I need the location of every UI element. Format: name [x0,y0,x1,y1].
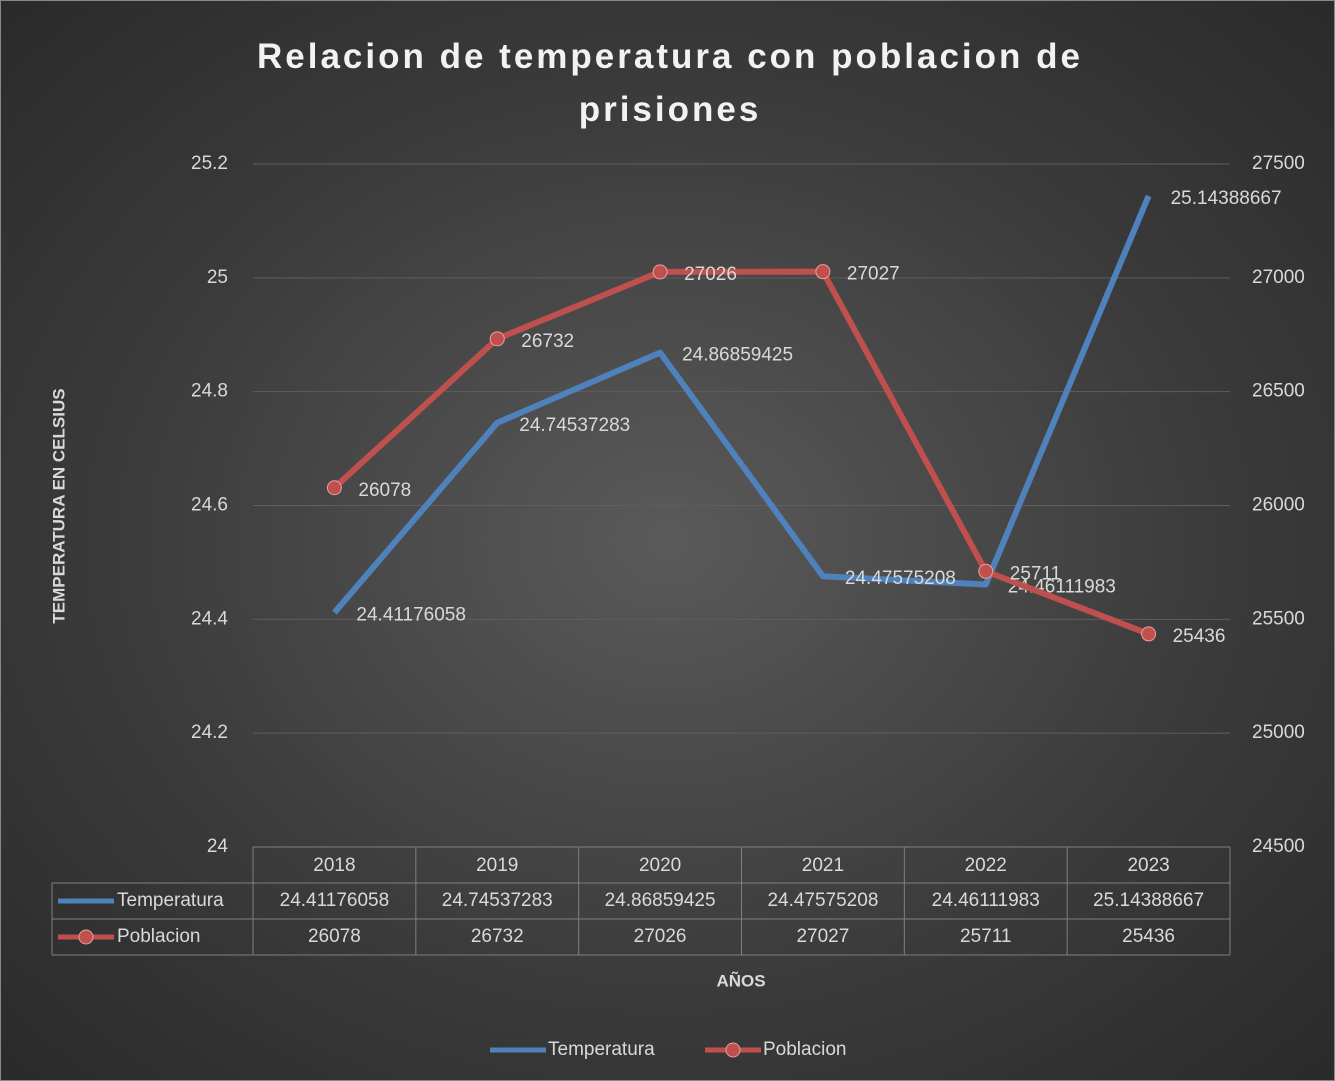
marker [978,563,994,579]
y2-tick-label: 25000 [1252,722,1305,743]
marker [326,480,342,496]
table-cell: 25436 [1122,926,1175,947]
data-label: 24.86859425 [682,345,793,366]
x-tick-label: 2018 [313,855,355,876]
chart-title: Relacion de temperatura con poblacion de… [257,37,1083,129]
legend-marker [78,929,94,945]
table-series-name: Poblacion [117,926,200,947]
table-cell: 27026 [634,926,687,947]
marker [489,331,505,347]
y-tick-label: 24.2 [191,722,228,743]
marker [652,264,668,280]
y2-tick-label: 24500 [1252,836,1305,857]
x-axis-title: AÑOS [716,970,765,990]
data-label: 27027 [847,264,900,285]
marker [1141,626,1157,642]
y2-tick-label: 27500 [1252,153,1305,174]
table-cell: 25.14388667 [1093,890,1204,911]
y-tick-label: 24.6 [191,495,228,516]
table-cell: 24.46111983 [932,890,1040,911]
legend-marker [725,1042,741,1058]
data-label: 26078 [358,480,411,501]
data-label: 25711 [1010,563,1061,584]
data-label: 25436 [1173,626,1226,647]
data-label: 27026 [684,264,737,285]
table-cell: 24.41176058 [280,890,390,911]
data-label: 26732 [521,331,574,352]
y-axis-title: TEMPERATURA EN CELSIUS [49,388,68,623]
data-label: 24.47575208 [845,568,956,589]
y-tick-label: 24.8 [191,381,228,402]
data-label: 24.41176058 [356,605,466,626]
table-cell: 27027 [796,926,849,947]
y-tick-label: 24.4 [191,608,228,629]
data-label: 25.14388667 [1171,188,1282,209]
x-tick-label: 2022 [965,855,1007,876]
x-tick-label: 2020 [639,855,681,876]
table-cell: 26732 [471,926,524,947]
y2-tick-label: 27000 [1252,267,1305,288]
line [332,194,1152,615]
x-tick-label: 2021 [802,855,844,876]
x-tick-label: 2019 [476,855,518,876]
table-cell: 24.47575208 [767,890,878,911]
table-cell: 26078 [308,926,361,947]
legend-label: Poblacion [763,1039,846,1060]
table-cell: 25711 [960,926,1011,947]
table-cell: 24.74537283 [442,890,553,911]
y2-tick-label: 26500 [1252,381,1305,402]
marker [815,264,831,280]
data-label: 24.74537283 [519,415,630,436]
y2-tick-label: 26000 [1252,495,1305,516]
table-cell: 24.86859425 [605,890,716,911]
table-series-name: Temperatura [117,890,224,911]
x-tick-label: 2023 [1127,855,1169,876]
legend-label: Temperatura [548,1039,655,1060]
y-tick-label: 24 [207,836,229,857]
y-tick-label: 25 [207,267,228,288]
y2-tick-label: 25500 [1252,608,1305,629]
line [332,268,1150,637]
y-tick-label: 25.2 [191,153,228,174]
